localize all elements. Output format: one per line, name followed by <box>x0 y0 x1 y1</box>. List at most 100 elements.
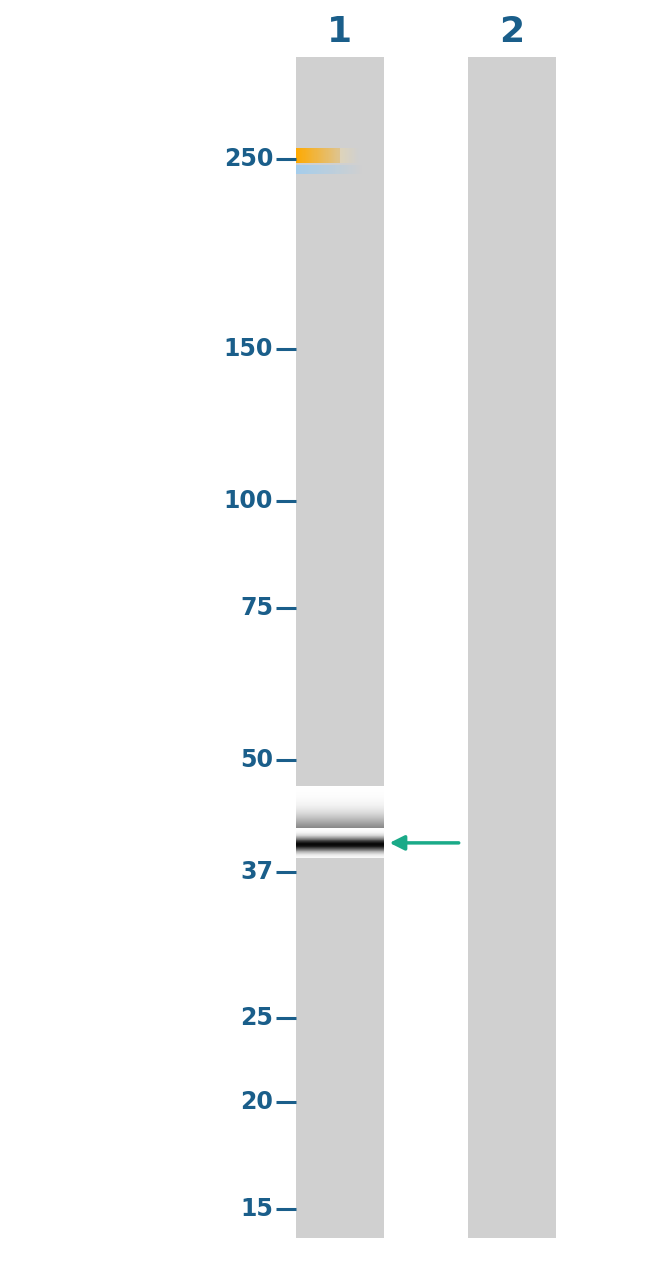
Bar <box>322 165 323 174</box>
Bar <box>364 165 365 174</box>
Bar <box>301 165 302 174</box>
Bar <box>334 165 335 174</box>
Bar <box>307 165 308 174</box>
Text: 20: 20 <box>240 1090 273 1114</box>
Bar <box>363 149 364 164</box>
Bar <box>336 149 337 164</box>
Text: 15: 15 <box>240 1198 273 1220</box>
Bar <box>379 149 380 164</box>
Bar <box>367 149 368 164</box>
Bar <box>353 149 354 164</box>
Bar <box>310 165 311 174</box>
Bar <box>332 165 333 174</box>
Bar <box>298 165 299 174</box>
Bar <box>379 165 380 174</box>
Bar <box>335 165 336 174</box>
Bar <box>304 149 306 164</box>
Bar <box>309 149 310 164</box>
Bar <box>468 57 556 1238</box>
Bar <box>300 165 301 174</box>
Text: 37: 37 <box>240 860 273 884</box>
Bar <box>320 149 321 164</box>
Bar <box>344 165 345 174</box>
Bar <box>298 149 299 164</box>
Bar <box>378 165 379 174</box>
Bar <box>367 165 368 174</box>
Bar <box>341 149 342 164</box>
Bar <box>301 149 302 164</box>
Bar <box>361 165 363 174</box>
Bar <box>371 149 372 164</box>
Bar <box>361 149 363 164</box>
Bar <box>333 149 334 164</box>
Bar <box>366 149 367 164</box>
Bar <box>330 165 331 174</box>
Bar <box>354 165 355 174</box>
Bar <box>324 165 326 174</box>
Bar <box>369 165 370 174</box>
Bar <box>318 149 320 164</box>
Bar <box>296 149 297 164</box>
Bar <box>345 165 346 174</box>
Bar <box>309 165 310 174</box>
Bar <box>382 149 384 164</box>
Bar <box>352 149 353 164</box>
Bar <box>332 149 333 164</box>
Bar <box>300 149 301 164</box>
Bar <box>307 149 308 164</box>
Bar <box>353 165 354 174</box>
Bar <box>350 149 352 164</box>
Bar <box>358 149 359 164</box>
Bar <box>317 149 318 164</box>
Bar <box>346 149 347 164</box>
Bar <box>329 149 330 164</box>
Bar <box>310 149 311 164</box>
Bar <box>376 149 377 164</box>
Bar <box>315 165 317 174</box>
Bar <box>296 57 384 1238</box>
Bar <box>324 149 326 164</box>
Bar <box>356 149 357 164</box>
Bar <box>346 165 347 174</box>
Bar <box>352 165 353 174</box>
Bar <box>339 149 341 164</box>
Bar <box>377 165 378 174</box>
Bar <box>297 165 298 174</box>
Bar <box>329 165 330 174</box>
Bar <box>365 165 366 174</box>
Bar <box>347 165 348 174</box>
Bar <box>368 165 369 174</box>
Bar <box>315 149 317 164</box>
Text: 75: 75 <box>240 596 273 620</box>
Bar <box>358 165 359 174</box>
Bar <box>366 165 367 174</box>
Bar <box>297 149 298 164</box>
Text: 2: 2 <box>499 15 525 48</box>
Bar <box>331 149 332 164</box>
Bar <box>328 165 329 174</box>
Bar <box>343 165 344 174</box>
Bar <box>380 149 382 164</box>
Bar <box>359 149 361 164</box>
Bar <box>304 165 306 174</box>
Text: 100: 100 <box>224 489 273 513</box>
Text: 50: 50 <box>240 748 273 772</box>
Bar <box>378 149 379 164</box>
Bar <box>312 165 313 174</box>
Bar <box>342 165 343 174</box>
Bar <box>306 165 307 174</box>
Bar <box>308 149 309 164</box>
Bar <box>326 149 328 164</box>
Bar <box>377 149 378 164</box>
Bar <box>363 165 364 174</box>
Bar <box>356 165 357 174</box>
Bar <box>321 165 322 174</box>
Bar <box>299 165 300 174</box>
Bar <box>313 149 315 164</box>
Bar <box>354 149 355 164</box>
Bar <box>328 149 329 164</box>
Bar <box>312 149 313 164</box>
Text: 150: 150 <box>224 338 273 362</box>
Bar <box>341 165 342 174</box>
Bar <box>322 149 323 164</box>
